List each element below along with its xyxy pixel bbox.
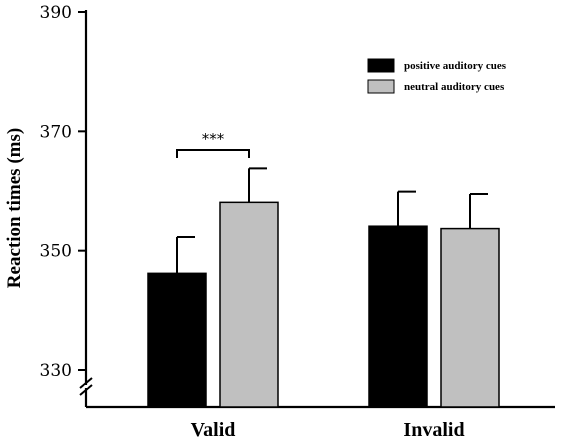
bar-invalid-neutral [440,227,500,408]
y-tick-label: 390 [40,3,72,23]
legend-label: positive auditory cues [404,60,507,72]
legend-label: neutral auditory cues [404,81,505,93]
y-axis-title: Reaction times (ms) [4,128,25,288]
significance-annotation: *** [176,130,250,158]
legend: positive auditory cues neutral auditory c… [367,58,507,94]
significance-bracket [176,149,250,158]
legend-swatch [367,58,395,73]
axis-break-mark [79,377,93,396]
y-tick-label: 350 [40,242,72,262]
bar-valid-neutral [219,201,279,408]
significance-stars: *** [202,130,225,148]
x-category-label-valid: Valid [191,419,236,441]
bar-invalid-positive [368,225,428,408]
y-tick-label: 330 [40,361,72,381]
legend-swatch [367,79,395,94]
y-tick-label: 370 [40,122,72,142]
bar-valid-positive [147,272,207,408]
x-category-label-invalid: Invalid [403,419,464,441]
